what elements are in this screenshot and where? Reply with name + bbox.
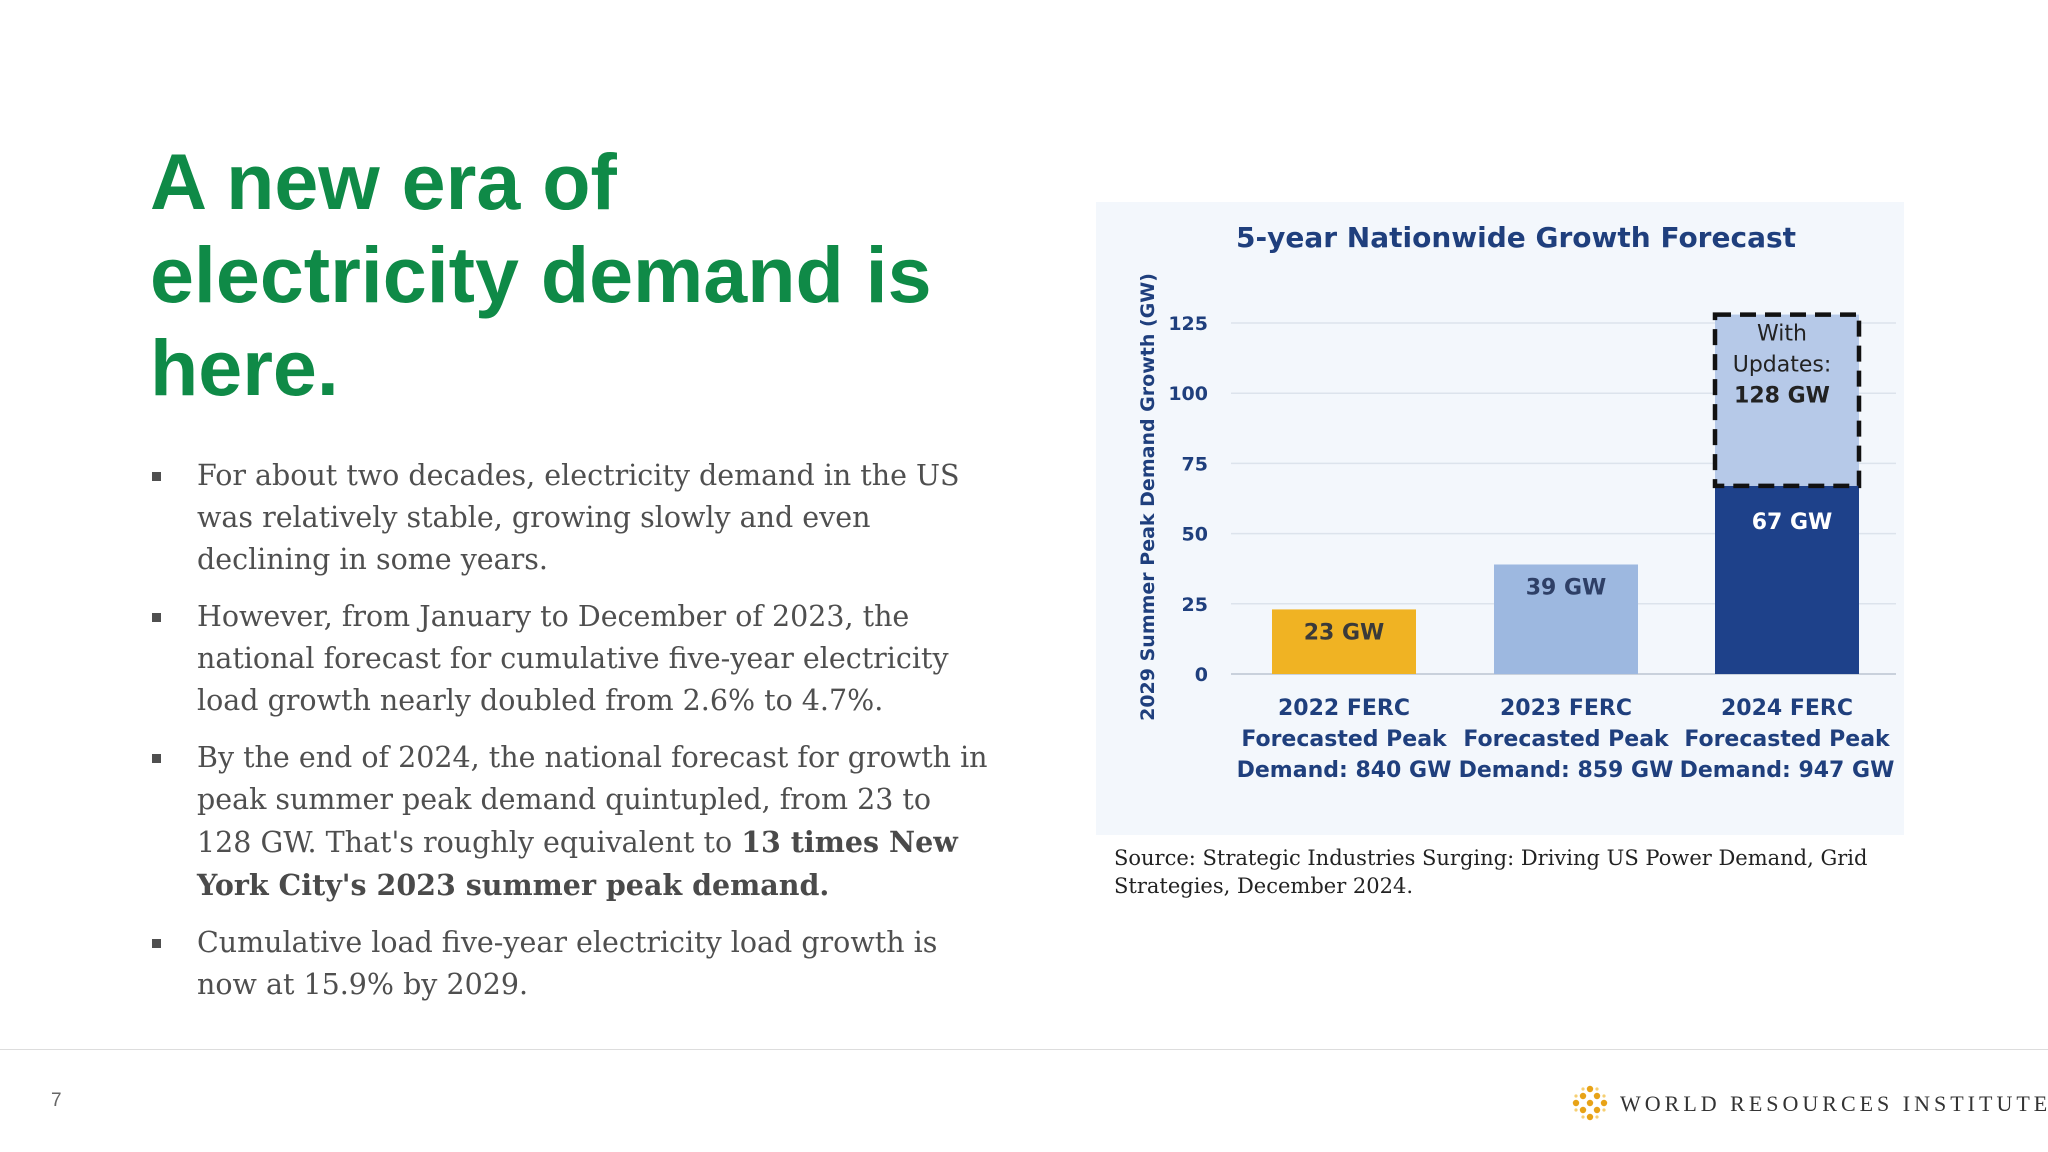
bar-forecast-update [1712, 312, 1862, 489]
title-line: electricity demand is [150, 230, 932, 319]
bullet-list: For about two decades, electricity deman… [150, 455, 990, 1021]
y-tick-label: 50 [1182, 524, 1208, 546]
logo-text: WORLD RESOURCES INSTITUTE [1620, 1091, 2048, 1116]
bullet-marker-icon [152, 939, 161, 948]
bullet-item: Cumulative load five-year electricity lo… [150, 922, 990, 1006]
y-tick-label: 125 [1168, 313, 1208, 335]
y-tick-label: 75 [1182, 453, 1208, 475]
title-line: A new era of [150, 137, 617, 226]
bullet-emphasis: 13 times New York City's 2023 summer pea… [197, 825, 958, 902]
bar [1272, 609, 1416, 674]
x-category-label: 2023 FERC [1500, 696, 1632, 721]
bullet-text: By the end of 2024, the national forecas… [197, 741, 988, 859]
bar-data-label: 39 GW [1526, 575, 1607, 600]
bar [1494, 564, 1638, 674]
bar-data-label: 23 GW [1304, 620, 1385, 645]
x-category-label: Forecasted Peak [1684, 727, 1891, 752]
x-category-label: Forecasted Peak [1463, 727, 1670, 752]
bar [1715, 485, 1859, 674]
update-data-label: 128 GW [1734, 384, 1830, 409]
bullet-text: However, from January to December of 202… [197, 600, 949, 717]
y-tick-label: 100 [1168, 383, 1208, 405]
chart-panel: 5-year Nationwide Growth Forecast 2029 Su… [1096, 202, 1904, 835]
x-category-label: Demand: 947 GW [1680, 758, 1895, 783]
update-data-label: With [1757, 322, 1807, 347]
y-tick-label: 25 [1182, 594, 1208, 616]
title-line: here. [150, 323, 339, 412]
wri-logo-icon [1572, 1085, 1608, 1121]
bullet-item: However, from January to December of 202… [150, 596, 990, 722]
x-category-label: Demand: 840 GW [1237, 758, 1452, 783]
footer-divider [0, 1049, 2048, 1050]
y-axis-label: 2029 Summer Peak Demand Growth (GW) [1137, 273, 1159, 721]
bullet-marker-icon [152, 472, 161, 481]
bullet-marker-icon [152, 613, 161, 622]
update-data-label: Updates: [1733, 353, 1832, 378]
bar-data-label: 67 GW [1752, 510, 1833, 535]
y-tick-label: 0 [1195, 664, 1208, 686]
x-category-label: 2022 FERC [1278, 696, 1410, 721]
wri-logo: WORLD RESOURCES INSTITUTE [1570, 1083, 2047, 1123]
bullet-text: For about two decades, electricity deman… [197, 459, 960, 576]
bullet-item: By the end of 2024, the national forecas… [150, 737, 990, 907]
x-category-label: Forecasted Peak [1241, 727, 1448, 752]
bullet-text: Cumulative load five-year electricity lo… [197, 926, 938, 1001]
chart-title: 5-year Nationwide Growth Forecast [1236, 221, 1796, 254]
bullet-marker-icon [152, 754, 161, 763]
x-category-label: Demand: 859 GW [1459, 758, 1674, 783]
slide-title: A new era of electricity demand is here. [150, 135, 970, 414]
x-category-label: 2024 FERC [1721, 696, 1853, 721]
bar-chart: 5-year Nationwide Growth Forecast 2029 Su… [1137, 221, 1896, 783]
page-number: 7 [51, 1090, 62, 1111]
source-note: Source: Strategic Industries Surging: Dr… [1114, 846, 1868, 898]
bullet-item: For about two decades, electricity deman… [150, 455, 990, 581]
